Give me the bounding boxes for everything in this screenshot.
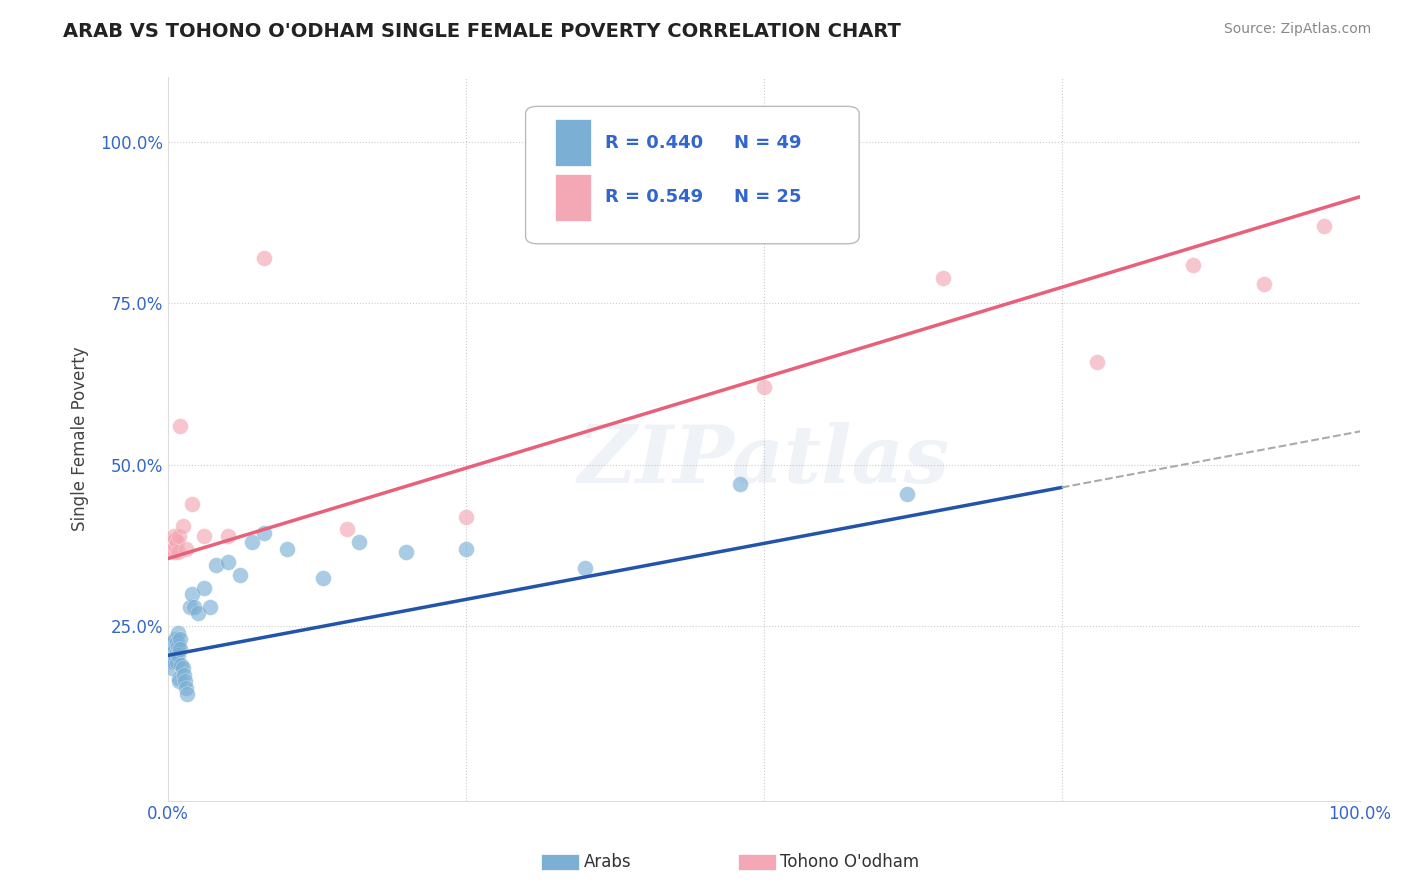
Point xyxy=(169,641,191,656)
Point xyxy=(163,655,186,669)
Text: Tohono O'odham: Tohono O'odham xyxy=(780,853,920,871)
Point xyxy=(162,635,184,649)
Point xyxy=(165,641,187,656)
Point xyxy=(1253,277,1275,291)
Point xyxy=(170,658,193,673)
Text: ARAB VS TOHONO O'ODHAM SINGLE FEMALE POVERTY CORRELATION CHART: ARAB VS TOHONO O'ODHAM SINGLE FEMALE POV… xyxy=(63,22,901,41)
Point xyxy=(931,270,953,285)
Point xyxy=(728,477,751,491)
Point xyxy=(183,599,205,614)
Point xyxy=(187,607,209,621)
Point xyxy=(166,648,188,663)
Point xyxy=(347,535,370,549)
Point xyxy=(198,599,221,614)
Point xyxy=(166,655,188,669)
Point xyxy=(1181,258,1204,272)
Point xyxy=(752,380,775,394)
Point xyxy=(173,667,195,681)
Point xyxy=(163,545,186,559)
Point xyxy=(165,648,187,663)
Point xyxy=(159,535,181,549)
Point xyxy=(174,681,197,695)
Point xyxy=(179,599,201,614)
Point xyxy=(205,558,228,572)
Point xyxy=(169,419,191,434)
Point xyxy=(1087,354,1109,368)
Point xyxy=(217,555,239,569)
Point xyxy=(896,487,918,501)
Text: N = 49: N = 49 xyxy=(734,134,801,152)
Point xyxy=(163,639,186,653)
Point xyxy=(166,639,188,653)
Point xyxy=(176,687,198,701)
Point xyxy=(167,674,190,689)
Point xyxy=(228,567,250,582)
Point xyxy=(166,635,188,649)
Point xyxy=(160,661,183,675)
Point xyxy=(162,535,184,549)
FancyBboxPatch shape xyxy=(526,106,859,244)
Point xyxy=(276,541,298,556)
Point xyxy=(574,561,596,575)
Point xyxy=(167,529,190,543)
Point xyxy=(172,661,194,675)
Text: N = 25: N = 25 xyxy=(734,188,801,206)
Point xyxy=(1313,219,1336,233)
Text: R = 0.440: R = 0.440 xyxy=(606,134,703,152)
Text: R = 0.549: R = 0.549 xyxy=(606,188,703,206)
Text: ZIPatlas: ZIPatlas xyxy=(578,422,950,500)
Point xyxy=(166,645,188,659)
Point xyxy=(159,641,181,656)
Point xyxy=(167,671,190,685)
Point xyxy=(174,674,197,689)
FancyBboxPatch shape xyxy=(555,174,591,220)
Y-axis label: Single Female Poverty: Single Female Poverty xyxy=(72,347,89,532)
Point xyxy=(160,655,183,669)
Point xyxy=(181,587,204,601)
Point xyxy=(336,523,359,537)
Point xyxy=(166,535,188,549)
Point xyxy=(169,632,191,647)
Point xyxy=(312,571,335,585)
Point xyxy=(166,545,188,559)
Point xyxy=(172,519,194,533)
Point xyxy=(240,535,263,549)
Point xyxy=(162,651,184,665)
Point xyxy=(252,525,274,540)
Point xyxy=(252,252,274,266)
Point xyxy=(454,509,477,524)
Point xyxy=(217,529,239,543)
Point xyxy=(193,529,215,543)
Text: Arabs: Arabs xyxy=(583,853,631,871)
Point xyxy=(174,541,197,556)
Point xyxy=(193,581,215,595)
Point xyxy=(166,625,188,640)
Point xyxy=(163,645,186,659)
Point xyxy=(159,651,181,665)
Point xyxy=(181,497,204,511)
Point xyxy=(165,532,187,546)
Point xyxy=(162,645,184,659)
Point xyxy=(165,539,187,553)
FancyBboxPatch shape xyxy=(555,120,591,167)
Point xyxy=(395,545,418,559)
Point xyxy=(165,632,187,647)
Point xyxy=(454,541,477,556)
Point xyxy=(157,639,180,653)
Text: Source: ZipAtlas.com: Source: ZipAtlas.com xyxy=(1223,22,1371,37)
Point xyxy=(163,529,186,543)
Point xyxy=(160,541,183,556)
